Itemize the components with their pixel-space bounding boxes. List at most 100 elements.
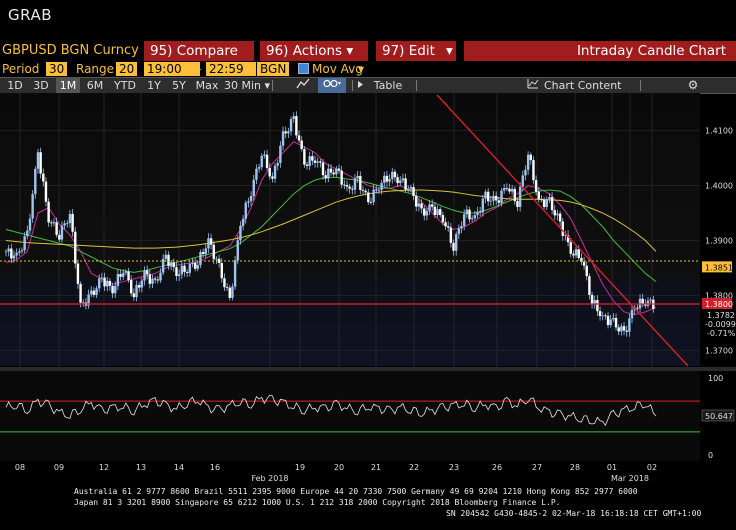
x-date-label: 01 [607,463,617,472]
candle-body [524,169,527,176]
candle-body [513,188,517,202]
candle-body [111,285,114,294]
candle [217,254,221,268]
candle [404,173,407,193]
candle [462,209,466,231]
candle-body [502,188,506,191]
mov-avg-toggle[interactable]: Mov Avg [298,62,363,76]
candle [332,169,335,177]
table-toggle-icon[interactable] [356,78,364,93]
compare-menu[interactable]: 95) Compare [150,43,238,59]
candle [383,171,386,188]
line-tool-icon[interactable] [292,78,314,93]
candle [550,192,554,215]
candle [630,306,634,324]
candle-body [473,215,477,219]
candle [204,243,207,259]
candle [119,269,122,281]
edit-menu[interactable]: 97) Edit ▾ [376,41,462,61]
candle [486,188,490,207]
candle-body [50,222,53,224]
candle [127,267,130,283]
candle [614,313,618,331]
candle-body [577,249,580,258]
chart-content-button[interactable]: Chart Content [544,79,622,92]
annotation-tool-icon[interactable] [318,78,346,93]
end-time-field[interactable]: 22:59 [206,62,256,76]
range-button-3d[interactable]: 3D [33,79,49,92]
table-button[interactable]: Table [373,79,403,92]
chart-content-icon[interactable] [526,78,540,93]
y-tick-label: 1.3800 [705,291,733,300]
candle-body [156,279,160,281]
candle [420,199,423,214]
range-button-max[interactable]: Max [195,79,219,92]
actions-menu[interactable]: 96) Actions ▾ [260,41,358,61]
candle-body [26,230,29,237]
candle [161,253,165,276]
candle [268,163,271,180]
candle [417,198,421,212]
gear-icon[interactable]: ⚙ [687,78,699,92]
candle-body [500,190,503,203]
candle-body [279,145,282,163]
osc-last-badge: 50.647 [701,409,735,422]
period-field[interactable]: 30 [46,62,68,76]
candle-body [415,196,418,207]
candle-body [175,267,178,277]
candle [319,158,322,168]
candle [377,186,381,195]
range-button-1m[interactable]: 1M [56,78,80,93]
candle [324,170,327,183]
candle-body [148,274,152,284]
candle [649,297,652,304]
candle [460,221,463,234]
y-tick-label: 1.3700 [705,346,733,355]
candle-body [460,225,463,229]
range-button-5y[interactable]: 5Y [172,79,186,92]
range-field[interactable]: 20 [116,62,138,76]
start-time-field[interactable]: 19:00 [144,62,200,76]
range-button-1y[interactable]: 1Y [147,79,161,92]
candle [10,243,13,264]
candle [116,269,120,291]
candle [193,258,197,272]
chevron-down-icon[interactable]: ▾ [358,62,365,76]
candle-body [311,156,314,161]
candle-body [159,272,162,281]
candle-body [44,181,48,202]
osc-y-tick-label: 0 [708,451,713,460]
candle [455,231,458,256]
candle-body [425,210,429,216]
candle-body [521,175,525,187]
candle [82,299,85,307]
ticker-field[interactable]: GBPUSD BGN Curncy [0,41,144,61]
candle [617,324,620,336]
price-chart[interactable]: 1.4100 1.4000 1.3900 1.3800 1.3700 1.3851 1.3… [0,93,736,486]
candle-body [604,315,607,317]
range-button-ytd[interactable]: YTD [114,79,136,92]
candle-body [289,119,293,132]
candle [502,184,506,194]
candle [207,233,210,254]
candle [556,209,559,221]
candle-body [540,199,543,201]
trendline[interactable] [436,94,689,367]
candle [55,217,58,238]
candle-body [7,248,10,252]
candle-body [217,258,221,264]
candle-body [119,274,122,277]
x-date-label: 09 [54,463,64,472]
source-field[interactable]: BGN [257,62,290,76]
checkbox-icon[interactable] [298,63,309,74]
candle [391,167,394,184]
range-button-1d[interactable]: 1D [7,79,23,92]
range-button-6m[interactable]: 6M [86,79,104,92]
osc-last-value: 50.647 [705,412,733,421]
candle-body [127,271,130,281]
candle-body [409,187,413,189]
candle [534,175,538,196]
panel-separator[interactable] [0,367,736,371]
interval-select[interactable]: 30 Min ▾ [224,78,270,93]
candle [646,297,650,309]
